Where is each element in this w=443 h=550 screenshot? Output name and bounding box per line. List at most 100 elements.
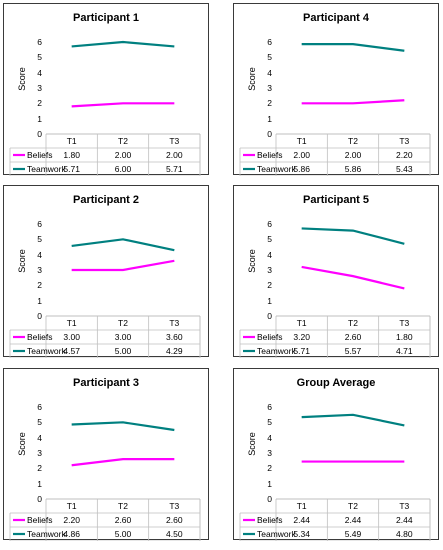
data-value-label: 5.57 xyxy=(344,346,362,356)
data-value-label: 3.00 xyxy=(114,332,132,342)
y-tick-label: 3 xyxy=(37,83,42,93)
legend-label: Beliefs xyxy=(27,332,53,342)
y-tick-label: 3 xyxy=(37,265,42,275)
series-line-teamwork xyxy=(71,421,175,432)
y-tick-label: 6 xyxy=(37,402,42,412)
y-tick-label: 0 xyxy=(37,129,42,139)
y-tick-label: 4 xyxy=(267,249,272,260)
y-tick-label: 2 xyxy=(37,98,42,109)
legend-label: Teamwork xyxy=(27,346,66,356)
chart-svg xyxy=(9,421,201,541)
legend-label: Beliefs xyxy=(257,332,283,342)
chart-panel: Group Average Score 0 1 2 3 4 5 6 T1 T2 T3 Beliefs 2.… xyxy=(233,368,439,541)
data-value-label: 5.86 xyxy=(344,164,362,174)
data-value-label: 5.86 xyxy=(293,164,310,174)
x-category-label: T1 xyxy=(66,318,77,328)
y-tick-label: 2 xyxy=(37,463,42,474)
y-tick-label: 5 xyxy=(267,417,272,428)
x-category-label: T2 xyxy=(348,501,358,511)
data-value-label: 4.57 xyxy=(63,346,80,356)
data-value-label: 2.44 xyxy=(293,515,310,525)
y-tick-label: 4 xyxy=(37,67,42,78)
series-line-beliefs xyxy=(71,458,175,467)
chart-panel: Participant 1 Score 0 1 2 3 4 5 6 T1 T2 T3 Beliefs 1.… xyxy=(3,3,209,176)
chart-panel: Participant 2 Score 0 1 2 3 4 5 6 T1 T2 T3 Beliefs 3.… xyxy=(3,185,209,358)
data-value-label: 5.71 xyxy=(63,164,80,174)
data-value-label: 2.00 xyxy=(293,150,310,160)
data-value-label: 3.00 xyxy=(63,332,80,342)
x-category-label: T1 xyxy=(296,501,307,511)
y-axis-label: Score xyxy=(247,432,257,456)
x-category-label: T2 xyxy=(118,136,128,146)
data-value-label: 5.71 xyxy=(166,164,183,174)
chart-panel: Participant 5 Score 0 1 2 3 4 5 6 T1 T2 T3 Beliefs 3.… xyxy=(233,185,439,358)
legend-label: Beliefs xyxy=(257,515,283,525)
y-tick-label: 2 xyxy=(267,280,272,291)
y-tick-label: 4 xyxy=(267,432,272,443)
y-tick-label: 2 xyxy=(267,98,272,109)
data-value-label: 2.44 xyxy=(344,515,362,525)
data-value-label: 4.71 xyxy=(396,346,413,356)
chart-svg xyxy=(239,227,431,358)
y-tick-label: 1 xyxy=(37,478,42,489)
series-line-beliefs xyxy=(301,99,405,105)
legend-label: Teamwork xyxy=(257,164,296,174)
x-category-label: T2 xyxy=(118,318,128,328)
series-line-beliefs xyxy=(71,102,175,108)
data-value-label: 4.29 xyxy=(166,346,183,356)
y-tick-label: 0 xyxy=(267,129,272,139)
data-value-label: 5.71 xyxy=(293,346,310,356)
chart-title: Participant 2 xyxy=(72,194,140,206)
data-value-label: 3.60 xyxy=(166,332,183,342)
chart-panel: Participant 3 Score 0 1 2 3 4 5 6 T1 T2 T3 Beliefs 2.… xyxy=(3,368,209,541)
chart-panel: Participant 4 Score 0 1 2 3 4 5 6 T1 T2 T3 Beliefs 2.… xyxy=(233,3,439,176)
x-category-label: T3 xyxy=(169,136,180,146)
series-line-teamwork xyxy=(301,227,405,245)
y-axis-label: Score xyxy=(247,67,257,91)
legend-label: Beliefs xyxy=(27,515,53,525)
y-tick-label: 1 xyxy=(267,295,272,306)
y-tick-label: 1 xyxy=(37,295,42,306)
y-tick-label: 3 xyxy=(267,83,272,93)
y-tick-label: 6 xyxy=(267,37,272,47)
y-tick-label: 5 xyxy=(267,52,272,63)
chart-svg xyxy=(9,238,201,358)
y-tick-label: 5 xyxy=(37,417,42,428)
legend-label: Teamwork xyxy=(257,346,296,356)
data-value-label: 2.20 xyxy=(396,150,413,160)
y-tick-label: 4 xyxy=(37,249,42,260)
data-value-label: 2.20 xyxy=(63,515,80,525)
data-value-label: 2.60 xyxy=(114,515,132,525)
data-value-label: 5.43 xyxy=(396,164,413,174)
data-value-label: 6.00 xyxy=(114,164,132,174)
legend-label: Teamwork xyxy=(257,529,296,539)
y-tick-label: 5 xyxy=(37,52,42,63)
data-value-label: 5.49 xyxy=(344,529,362,539)
legend-label: Beliefs xyxy=(257,150,283,160)
chart-title: Participant 3 xyxy=(72,377,140,389)
data-value-label: 2.60 xyxy=(344,332,362,342)
y-tick-label: 1 xyxy=(267,478,272,489)
y-tick-label: 1 xyxy=(37,113,42,124)
data-value-label: 1.80 xyxy=(63,150,80,160)
y-axis-label: Score xyxy=(247,249,257,273)
chart-svg xyxy=(239,413,431,541)
chart-title: Group Average xyxy=(296,377,376,389)
series-line-beliefs xyxy=(301,265,405,290)
y-tick-label: 5 xyxy=(37,234,42,245)
legend-label: Teamwork xyxy=(27,164,66,174)
y-tick-label: 2 xyxy=(267,463,272,474)
y-tick-label: 0 xyxy=(37,311,42,321)
y-tick-label: 4 xyxy=(267,67,272,78)
y-tick-label: 0 xyxy=(267,311,272,321)
y-tick-label: 1 xyxy=(267,113,272,124)
data-value-label: 4.86 xyxy=(63,529,80,539)
y-tick-label: 4 xyxy=(37,432,42,443)
y-tick-label: 0 xyxy=(267,494,272,504)
y-tick-label: 6 xyxy=(37,219,42,229)
data-value-label: 1.80 xyxy=(396,332,413,342)
data-value-label: 2.44 xyxy=(396,515,413,525)
x-category-label: T1 xyxy=(66,136,77,146)
legend-label: Beliefs xyxy=(27,150,53,160)
